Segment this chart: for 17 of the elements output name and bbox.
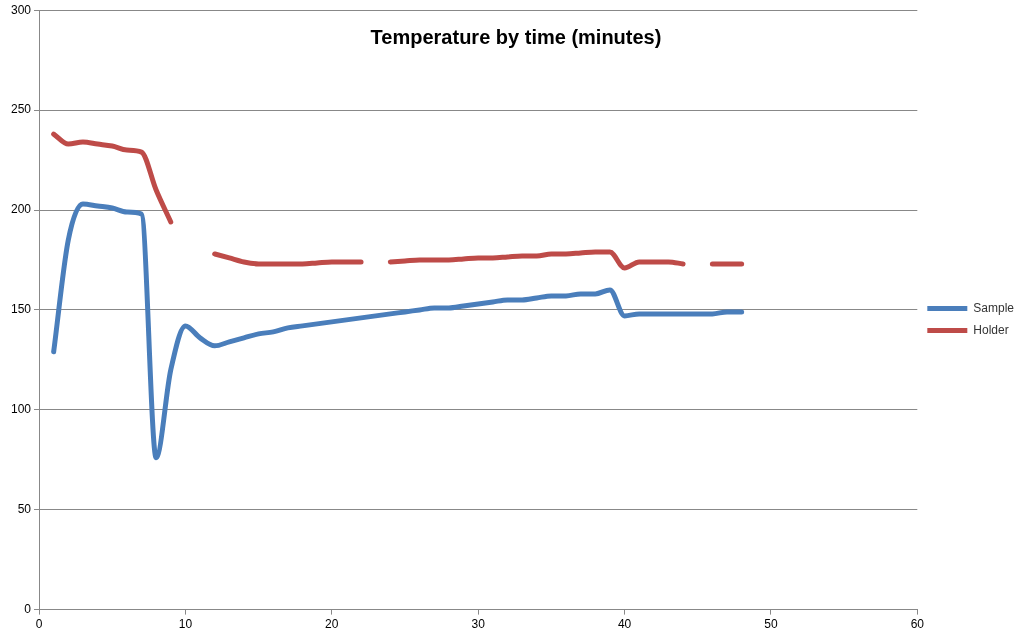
legend-label: Holder xyxy=(973,322,1009,337)
y-tick-label: 300 xyxy=(10,2,32,17)
x-tick-label: 60 xyxy=(910,617,925,632)
y-tick-label: 200 xyxy=(10,202,32,217)
y-tick-label: 100 xyxy=(10,402,32,417)
x-tick-label: 40 xyxy=(617,617,632,632)
legend-label: Sample xyxy=(973,300,1015,315)
y-tick-label: 150 xyxy=(10,302,32,317)
x-tick-label: 10 xyxy=(178,617,193,632)
y-tick-label: 50 xyxy=(17,502,32,517)
y-tick-label: 0 xyxy=(24,601,32,616)
x-tick-label: 30 xyxy=(471,617,486,632)
text: Temperature by time (minutes) xyxy=(370,25,662,48)
x-tick-label: 0 xyxy=(35,617,43,632)
x-tick-label: 20 xyxy=(325,617,339,632)
y-tick-label: 250 xyxy=(10,102,32,117)
x-tick-label: 50 xyxy=(764,617,778,632)
